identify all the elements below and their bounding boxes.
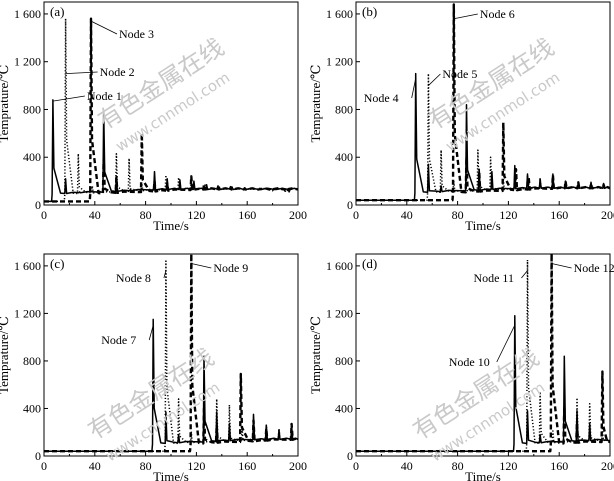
y-tick-label: 1 200 bbox=[14, 55, 41, 69]
series-line-node-2 bbox=[44, 17, 299, 203]
annotation-label: Node 5 bbox=[442, 67, 477, 81]
y-tick-label: 1 200 bbox=[326, 55, 353, 69]
chart-panel-4: 0 40 80 120 160 200 400 800 1 200 1 600 0 Time/s Tem… bbox=[308, 252, 614, 481]
y-tick-label: 1 200 bbox=[14, 306, 41, 320]
y-axis-label: Temprature/℃ bbox=[308, 316, 323, 394]
y-axis-label: Temprature/℃ bbox=[0, 65, 11, 143]
annotation-leader bbox=[65, 71, 98, 75]
chart-panel-1: 0 40 80 120 160 200 400 800 1 200 1 600 0 Time/s Tem… bbox=[0, 1, 307, 233]
annotation-leader bbox=[148, 325, 154, 341]
x-tick-label: 80 bbox=[452, 208, 464, 222]
x-axis-label: Time/s bbox=[153, 469, 189, 481]
y-tick-label: 0 bbox=[35, 449, 41, 463]
x-tick-label: 40 bbox=[89, 208, 101, 222]
x-tick-label: 160 bbox=[238, 459, 256, 473]
annotation-label: Node 3 bbox=[119, 27, 154, 41]
x-tick-label: 120 bbox=[499, 208, 517, 222]
x-tick-label: 40 bbox=[401, 208, 413, 222]
series-line-node-12 bbox=[356, 252, 611, 453]
annotation-label: Node 11 bbox=[473, 271, 514, 285]
y-tick-label: 0 bbox=[35, 198, 41, 212]
chart-panel-3: 0 40 80 120 160 200 400 800 1 200 1 600 0 Time/s Tem… bbox=[0, 252, 307, 481]
annotation-label: Node 4 bbox=[364, 91, 399, 105]
y-tick-label: 800 bbox=[23, 102, 41, 116]
annotation-label: Node 2 bbox=[100, 65, 135, 79]
series-line-node-9 bbox=[44, 252, 299, 453]
annotation-label: Node 6 bbox=[480, 7, 515, 21]
x-tick-label: 120 bbox=[187, 459, 205, 473]
x-tick-label: 200 bbox=[289, 208, 307, 222]
annotation-leader bbox=[411, 78, 417, 99]
series-line-node-5 bbox=[356, 72, 611, 201]
y-tick-label: 800 bbox=[23, 354, 41, 368]
annotation-label: Node 7 bbox=[101, 333, 136, 347]
panel-label: (c) bbox=[50, 256, 64, 271]
x-tick-label: 200 bbox=[289, 459, 307, 473]
y-tick-label: 400 bbox=[23, 401, 41, 415]
annotation-leader bbox=[191, 263, 212, 269]
y-tick-label: 1 600 bbox=[14, 7, 41, 21]
y-tick-label: 1 600 bbox=[14, 259, 41, 273]
watermark-layer: 有色金属在线 www.cnnmol.com 有色金属在线 www.cnnmol.… bbox=[83, 33, 563, 465]
x-axis-label: Time/s bbox=[465, 218, 501, 233]
chart-panel-2: 0 40 80 120 160 200 400 800 1 200 1 600 0 Time/s Tem… bbox=[308, 1, 614, 233]
annotation-label: Node 9 bbox=[213, 261, 248, 275]
panel-label: (d) bbox=[362, 256, 377, 271]
y-tick-label: 800 bbox=[335, 354, 353, 368]
y-axis-label: Temprature/℃ bbox=[308, 65, 323, 143]
x-tick-label: 0 bbox=[41, 208, 47, 222]
x-tick-label: 120 bbox=[499, 459, 517, 473]
annotation-leader bbox=[453, 13, 478, 20]
annotation-label: Node 10 bbox=[449, 355, 490, 369]
annotation-label: Node 12 bbox=[574, 261, 614, 275]
annotation-leader bbox=[52, 95, 85, 102]
annotation-leader bbox=[521, 270, 528, 279]
y-tick-label: 400 bbox=[335, 401, 353, 415]
y-axis-label: Temprature/℃ bbox=[0, 316, 11, 394]
panel-label: (b) bbox=[362, 4, 377, 19]
annotation-leader bbox=[163, 270, 167, 279]
series-line-node-3 bbox=[44, 17, 299, 203]
y-tick-label: 0 bbox=[347, 449, 353, 463]
x-tick-label: 0 bbox=[353, 459, 359, 473]
annotation-leader bbox=[496, 325, 516, 363]
x-tick-label: 80 bbox=[452, 459, 464, 473]
x-tick-label: 0 bbox=[353, 208, 359, 222]
x-tick-label: 160 bbox=[550, 208, 568, 222]
x-tick-label: 200 bbox=[601, 459, 614, 473]
annotation-label: Node 8 bbox=[116, 271, 151, 285]
y-tick-label: 1 600 bbox=[326, 7, 353, 21]
y-tick-label: 400 bbox=[335, 150, 353, 164]
annotation-leader bbox=[551, 263, 572, 269]
x-axis-label: Time/s bbox=[465, 469, 501, 481]
series-line-node-6 bbox=[356, 3, 611, 202]
x-tick-label: 120 bbox=[187, 208, 205, 222]
y-tick-label: 400 bbox=[23, 150, 41, 164]
x-axis-label: Time/s bbox=[153, 218, 189, 233]
annotation-leader bbox=[90, 20, 118, 35]
x-tick-label: 40 bbox=[401, 459, 413, 473]
x-tick-label: 0 bbox=[41, 459, 47, 473]
panel-label: (a) bbox=[50, 4, 64, 19]
x-tick-label: 40 bbox=[89, 459, 101, 473]
x-tick-label: 200 bbox=[601, 208, 614, 222]
x-tick-label: 160 bbox=[550, 459, 568, 473]
y-tick-label: 0 bbox=[347, 198, 353, 212]
annotation-label: Node 1 bbox=[87, 89, 122, 103]
y-tick-label: 1 200 bbox=[326, 306, 353, 320]
series-line-node-8 bbox=[44, 260, 299, 452]
x-tick-label: 160 bbox=[238, 208, 256, 222]
annotation-leader bbox=[428, 73, 441, 86]
y-tick-label: 800 bbox=[335, 102, 353, 116]
x-tick-label: 80 bbox=[140, 208, 152, 222]
x-tick-label: 80 bbox=[140, 459, 152, 473]
y-tick-label: 1 600 bbox=[326, 259, 353, 273]
